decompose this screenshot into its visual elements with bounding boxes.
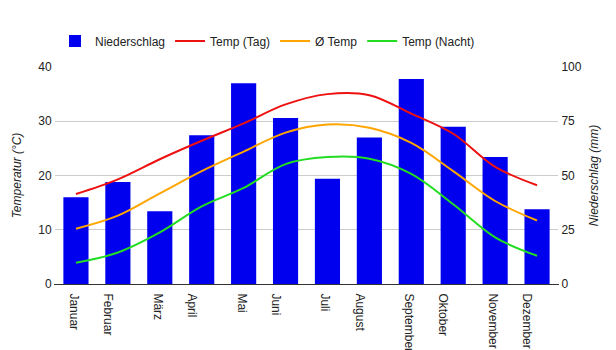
svg-text:100: 100 [561, 60, 581, 74]
svg-text:40: 40 [38, 60, 52, 74]
svg-text:Temperatur (°C): Temperatur (°C) [10, 133, 24, 219]
svg-text:April: April [185, 293, 199, 317]
svg-text:0: 0 [561, 277, 568, 291]
svg-text:Ø Temp: Ø Temp [315, 35, 357, 49]
svg-text:25: 25 [561, 223, 575, 237]
svg-text:50: 50 [561, 169, 575, 183]
svg-text:75: 75 [561, 114, 575, 128]
svg-text:Niederschlag: Niederschlag [95, 35, 165, 49]
svg-text:März: März [151, 293, 165, 320]
svg-text:November: November [486, 293, 500, 348]
svg-text:0: 0 [45, 277, 52, 291]
svg-text:Niederschlag (mm): Niederschlag (mm) [587, 125, 601, 226]
svg-text:Mai: Mai [235, 293, 249, 312]
svg-text:Juni: Juni [269, 293, 283, 315]
svg-text:Januar: Januar [67, 293, 81, 330]
svg-text:Juli: Juli [318, 293, 332, 311]
svg-text:September: September [402, 293, 416, 350]
svg-text:Temp (Tag): Temp (Tag) [210, 35, 270, 49]
svg-text:Temp (Nacht): Temp (Nacht) [402, 35, 474, 49]
svg-text:20: 20 [38, 169, 52, 183]
svg-text:Oktober: Oktober [436, 293, 450, 336]
svg-text:August: August [353, 293, 367, 331]
svg-text:30: 30 [38, 114, 52, 128]
svg-text:Dezember: Dezember [520, 293, 534, 348]
svg-text:10: 10 [38, 223, 52, 237]
svg-text:Februar: Februar [101, 293, 115, 335]
